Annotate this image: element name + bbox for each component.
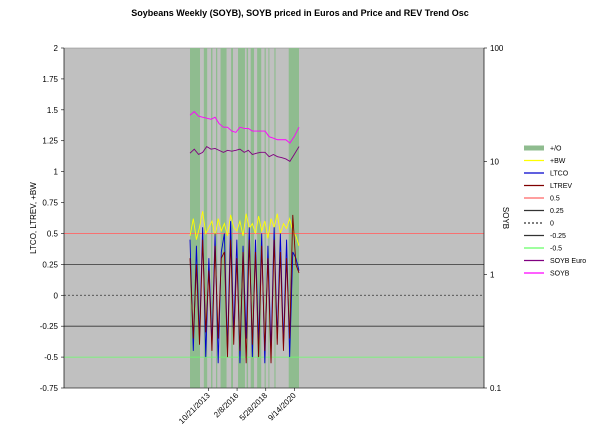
legend-label: 0 bbox=[550, 221, 554, 228]
right-tick-label: 1 bbox=[490, 271, 495, 280]
right-axis: 100 10 1 0.1 bbox=[483, 44, 504, 393]
series-layer bbox=[189, 110, 300, 364]
legend-swatch-o bbox=[524, 145, 544, 151]
left-tick-label: -0.25 bbox=[40, 322, 59, 331]
overbought-band bbox=[190, 48, 201, 388]
series-ltrev bbox=[189, 214, 300, 364]
legend-label: 0.25 bbox=[550, 208, 564, 215]
right-tick-label: 0.1 bbox=[490, 384, 502, 393]
series--bw bbox=[189, 211, 300, 246]
left-tick-label: 0 bbox=[54, 291, 59, 300]
legend-label: -0.25 bbox=[550, 233, 566, 240]
left-tick-label: 1 bbox=[54, 168, 59, 177]
overbought-band bbox=[264, 48, 266, 388]
overbought-band bbox=[288, 48, 299, 388]
y2-axis-label: SOYB bbox=[501, 207, 510, 229]
right-tick-label: 100 bbox=[490, 44, 504, 53]
legend-label: +/O bbox=[550, 146, 562, 153]
legend-label: 0.5 bbox=[550, 196, 560, 203]
legend-label: SOYB bbox=[550, 271, 570, 278]
overbought-band bbox=[268, 48, 270, 388]
overbought-band bbox=[203, 48, 208, 388]
series-soyb bbox=[189, 110, 300, 144]
left-tick-label: 0.5 bbox=[47, 229, 59, 238]
overbought-band bbox=[274, 48, 276, 388]
right-tick-label: 10 bbox=[490, 157, 499, 166]
overbought-band bbox=[211, 48, 213, 388]
left-tick-label: 0.75 bbox=[42, 199, 58, 208]
left-tick-label: -0.75 bbox=[40, 384, 59, 393]
series-soyb-euro bbox=[189, 145, 300, 162]
overbought-band bbox=[220, 48, 227, 388]
legend-label: SOYB Euro bbox=[550, 258, 586, 265]
legend-label: -0.5 bbox=[550, 246, 562, 253]
x-tick-label: 2/8/2016 bbox=[212, 391, 241, 420]
left-tick-label: 1.5 bbox=[47, 106, 59, 115]
legend-label: LTREV bbox=[550, 183, 572, 190]
overbought-band bbox=[238, 48, 245, 388]
left-axis: 2 1.75 1.5 1.25 1 0.75 0.5 0.25 0 -0.25 -0.5 -0.75 bbox=[40, 44, 65, 393]
left-tick-label: -0.5 bbox=[44, 353, 58, 362]
overbought-band bbox=[216, 48, 218, 388]
x-tick-label: 10/21/2013 bbox=[177, 391, 212, 426]
overbought-band bbox=[231, 48, 234, 388]
y-axis-label: LTCO, LTREV, +BW bbox=[29, 182, 38, 254]
left-tick-label: 2 bbox=[54, 44, 59, 53]
left-tick-label: 0.25 bbox=[42, 260, 58, 269]
chart-title: Soybeans Weekly (SOYB), SOYB priced in E… bbox=[131, 8, 468, 18]
legend: +/O +BW LTCO LTREV 0.5 0.25 0 -0.25 -0.5 SOYB Eur… bbox=[524, 145, 586, 278]
overbought-band bbox=[250, 48, 255, 388]
plot-area bbox=[63, 47, 485, 389]
x-tick-label: 9/14/2020 bbox=[266, 391, 298, 423]
left-tick-label: 1.25 bbox=[42, 137, 58, 146]
left-tick-label: 1.75 bbox=[42, 75, 58, 84]
x-tick-label: 5/28/2018 bbox=[238, 391, 270, 423]
legend-label: +BW bbox=[550, 158, 566, 165]
legend-label: LTCO bbox=[550, 171, 569, 178]
